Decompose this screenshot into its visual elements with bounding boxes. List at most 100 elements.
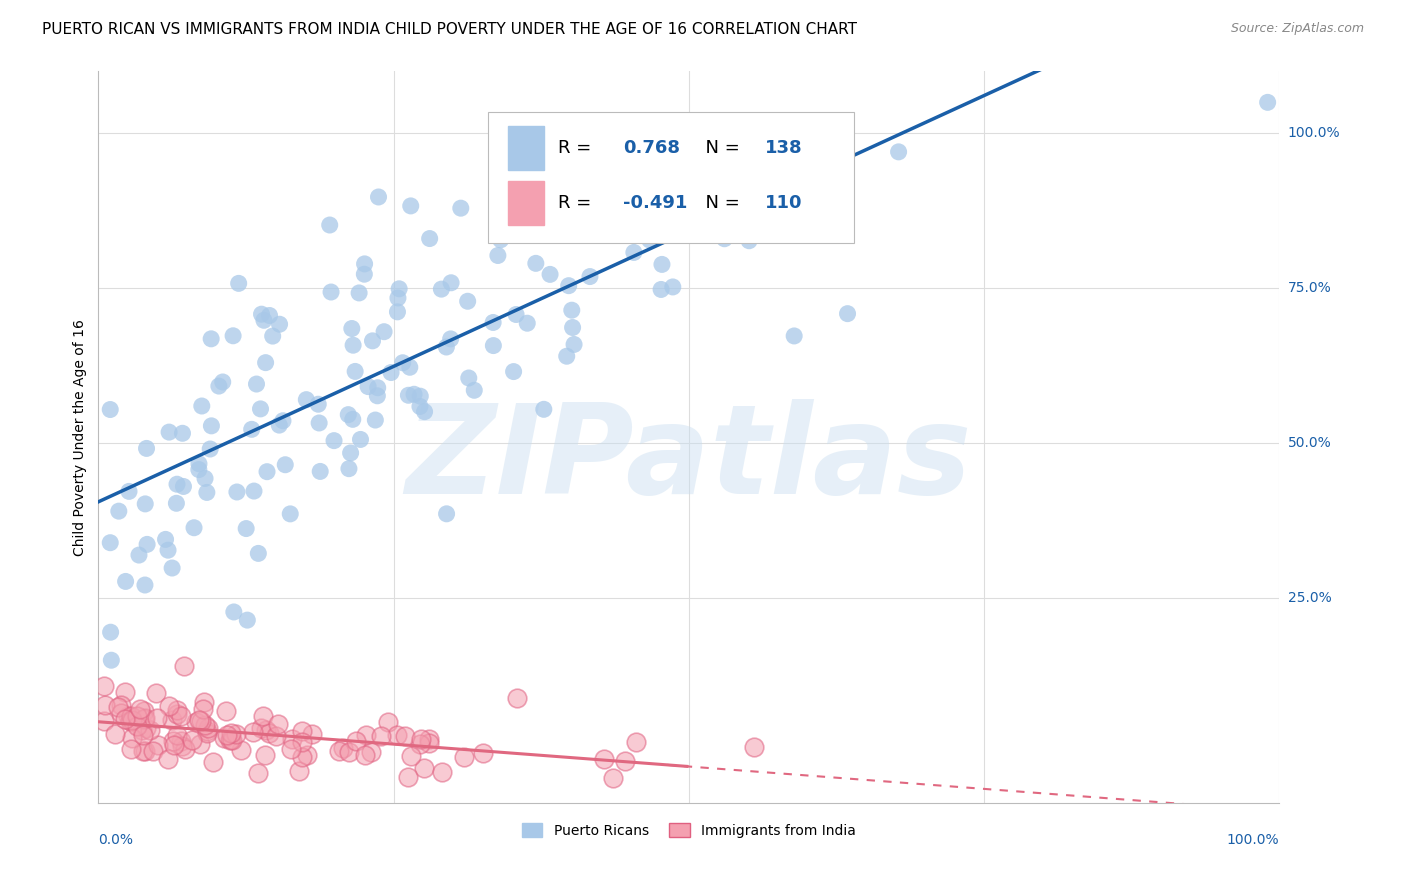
- Point: [602, 771, 624, 785]
- Point: [125, 708, 148, 723]
- Point: [134, 497, 156, 511]
- Point: [98, 535, 121, 549]
- Point: [271, 414, 294, 428]
- Point: [194, 471, 217, 485]
- Point: [157, 752, 180, 766]
- Point: [453, 750, 475, 764]
- Point: [614, 754, 637, 768]
- Point: [155, 533, 177, 547]
- Point: [110, 706, 132, 720]
- Point: [557, 278, 579, 293]
- Point: [190, 714, 212, 729]
- Point: [267, 717, 290, 731]
- Point: [172, 426, 194, 441]
- Point: [160, 561, 183, 575]
- Point: [195, 485, 218, 500]
- Point: [342, 412, 364, 426]
- Point: [132, 728, 155, 742]
- Point: [562, 337, 585, 351]
- Point: [132, 744, 155, 758]
- Point: [583, 179, 606, 194]
- Point: [387, 305, 409, 319]
- Point: [489, 233, 512, 247]
- Point: [337, 408, 360, 422]
- Point: [221, 732, 243, 747]
- Point: [1257, 95, 1279, 110]
- Text: N =: N =: [693, 139, 745, 157]
- Point: [228, 277, 250, 291]
- Point: [138, 723, 160, 737]
- Point: [145, 686, 167, 700]
- Point: [409, 732, 432, 747]
- Point: [247, 546, 270, 560]
- Text: 75.0%: 75.0%: [1288, 281, 1331, 295]
- Point: [538, 268, 561, 282]
- FancyBboxPatch shape: [508, 181, 544, 225]
- Point: [391, 356, 413, 370]
- Point: [624, 734, 647, 748]
- Point: [166, 707, 188, 722]
- Point: [440, 332, 463, 346]
- Point: [134, 705, 156, 719]
- Point: [399, 749, 422, 764]
- Point: [505, 308, 527, 322]
- Point: [222, 605, 245, 619]
- Point: [402, 387, 425, 401]
- Point: [373, 325, 395, 339]
- Point: [194, 718, 217, 732]
- Point: [107, 700, 129, 714]
- Point: [157, 425, 180, 439]
- FancyBboxPatch shape: [488, 112, 855, 244]
- Point: [394, 729, 416, 743]
- Point: [225, 726, 247, 740]
- Point: [252, 709, 274, 723]
- Point: [713, 232, 735, 246]
- Point: [281, 731, 304, 746]
- Point: [434, 340, 457, 354]
- Point: [527, 181, 550, 195]
- Point: [181, 732, 204, 747]
- Point: [398, 360, 420, 375]
- Point: [623, 245, 645, 260]
- Point: [93, 714, 115, 728]
- Point: [638, 233, 661, 247]
- Point: [354, 728, 377, 742]
- Text: ZIPatlas: ZIPatlas: [406, 399, 972, 519]
- Point: [257, 726, 280, 740]
- Point: [157, 543, 180, 558]
- Point: [463, 384, 485, 398]
- Point: [104, 727, 127, 741]
- Point: [308, 416, 330, 430]
- Point: [243, 484, 266, 499]
- Point: [200, 332, 222, 346]
- Point: [262, 329, 284, 343]
- Point: [117, 709, 139, 723]
- Point: [170, 733, 193, 747]
- Point: [339, 446, 361, 460]
- Point: [235, 522, 257, 536]
- Point: [347, 285, 370, 300]
- Point: [247, 765, 270, 780]
- Point: [134, 711, 156, 725]
- Point: [114, 713, 136, 727]
- Point: [162, 734, 184, 748]
- Text: 110: 110: [765, 194, 801, 212]
- Point: [399, 199, 422, 213]
- Point: [344, 364, 367, 378]
- Point: [349, 433, 371, 447]
- Point: [516, 316, 538, 330]
- Point: [380, 366, 402, 380]
- Point: [486, 248, 509, 262]
- Point: [495, 182, 517, 196]
- Point: [307, 397, 329, 411]
- Point: [344, 733, 367, 747]
- Point: [100, 625, 122, 640]
- Point: [208, 379, 231, 393]
- Point: [579, 269, 602, 284]
- Point: [146, 711, 169, 725]
- Point: [436, 507, 458, 521]
- Point: [323, 434, 346, 448]
- Point: [217, 728, 239, 742]
- Point: [301, 727, 323, 741]
- Point: [108, 504, 131, 518]
